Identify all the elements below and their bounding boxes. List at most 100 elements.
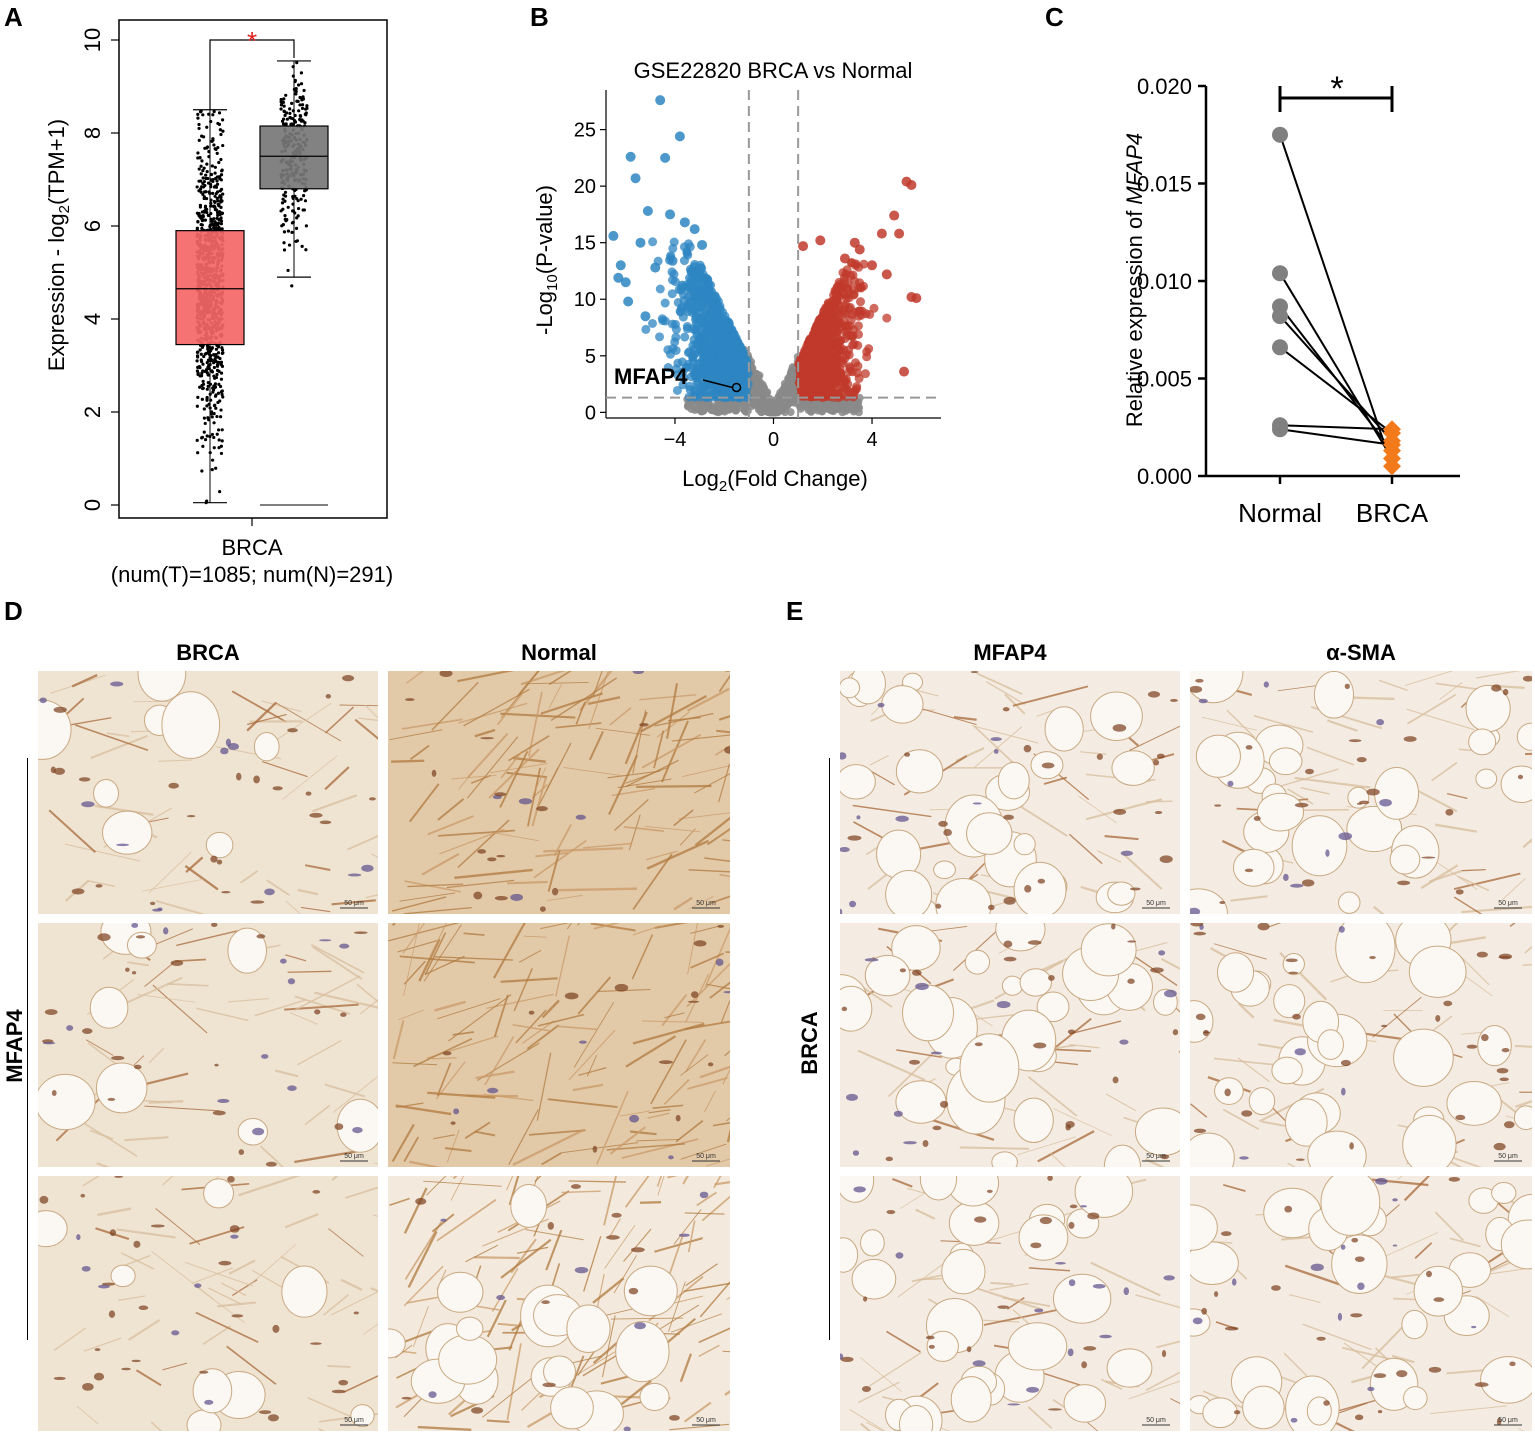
fiber	[694, 773, 730, 794]
jitter-point	[213, 194, 217, 198]
stained-cell	[157, 907, 163, 911]
stained-cell	[312, 1190, 321, 1194]
jitter-point	[205, 404, 209, 408]
fiber	[399, 892, 456, 902]
stained-cell	[265, 1161, 277, 1167]
up-point	[841, 269, 851, 279]
stained-cell	[108, 1310, 116, 1318]
plot-frame	[118, 19, 388, 519]
fat-cell	[336, 1098, 378, 1153]
jitter-point	[279, 107, 283, 111]
fiber	[53, 1327, 87, 1351]
fat-cell	[253, 732, 280, 762]
jitter-point	[220, 227, 224, 231]
stained-cell	[305, 791, 312, 796]
stained-cell	[261, 1054, 269, 1059]
down-point	[686, 278, 696, 288]
jitter-point	[202, 416, 206, 420]
jitter-point	[300, 103, 305, 107]
jitter-point	[202, 430, 206, 434]
up-point	[839, 375, 849, 385]
down-outlier	[635, 237, 646, 248]
jitter-point	[298, 117, 302, 122]
up-point	[809, 381, 819, 391]
fiber	[314, 991, 378, 1009]
fiber	[716, 729, 730, 734]
fiber	[677, 812, 730, 820]
x-tick-label: −4	[664, 429, 687, 451]
jitter-point	[195, 404, 199, 408]
fiber	[162, 1362, 188, 1371]
jitter-point	[195, 350, 200, 354]
y-tick-label: 0.005	[1137, 367, 1192, 392]
ns-point	[684, 399, 693, 408]
fiber	[347, 834, 378, 851]
jitter-point	[206, 380, 210, 385]
fat-cell	[110, 1264, 136, 1288]
down-outlier	[623, 296, 634, 307]
jitter-point	[198, 205, 203, 209]
up-outlier	[881, 269, 892, 280]
fat-cell	[89, 986, 129, 1029]
y-tick-label: 25	[574, 120, 596, 142]
jitter-point	[197, 179, 201, 183]
down-point	[691, 326, 701, 336]
chart-title: GSE22820 BRCA vs Normal	[634, 58, 913, 83]
fiber	[75, 724, 149, 752]
jitter-point	[281, 207, 285, 211]
jitter-point	[201, 386, 205, 390]
jitter-point	[291, 117, 295, 121]
up-outlier	[894, 228, 905, 239]
down-point	[701, 285, 711, 295]
stained-cell	[325, 694, 332, 699]
stained-cell	[216, 859, 223, 865]
y-tick-label: 0	[585, 402, 596, 424]
fiber	[532, 767, 547, 796]
ns-point	[814, 400, 823, 409]
jitter-point	[205, 162, 209, 166]
jitter-point	[295, 216, 299, 220]
stained-cell	[111, 1055, 125, 1061]
jitter-point	[201, 382, 206, 386]
fiber	[533, 839, 587, 879]
jitter-point	[288, 111, 292, 115]
fiber	[285, 900, 302, 914]
stained-cell	[82, 1028, 93, 1034]
fiber	[644, 825, 700, 833]
jitter-point	[214, 375, 219, 380]
fiber	[409, 783, 440, 823]
down-point	[655, 332, 665, 342]
jitter-point	[217, 218, 221, 222]
down-point	[704, 309, 714, 319]
jitter-point	[219, 390, 224, 394]
fiber	[688, 869, 730, 873]
fiber	[406, 671, 424, 684]
ihc-image: 50 μm	[388, 671, 730, 914]
jitter-point	[207, 363, 211, 368]
jitter-point	[217, 122, 222, 126]
jitter-point	[210, 432, 214, 437]
jitter-point	[202, 209, 206, 213]
box	[259, 125, 329, 190]
fiber	[438, 829, 515, 837]
jitter-point	[290, 101, 294, 105]
fat-cell	[281, 1265, 328, 1318]
fiber	[404, 880, 461, 893]
fiber	[463, 688, 530, 727]
jitter-point	[279, 103, 284, 107]
up-point	[834, 388, 844, 398]
ns-point	[849, 407, 858, 416]
fiber	[120, 1252, 155, 1270]
fiber	[588, 731, 604, 761]
jitter-point	[200, 469, 204, 473]
fiber	[421, 852, 460, 876]
fiber	[507, 880, 548, 885]
jitter-point	[212, 421, 216, 425]
jitter-point	[200, 217, 204, 221]
jitter-point	[290, 221, 295, 225]
stained-cell	[114, 1176, 124, 1178]
x-axis-sublabel: (num(T)=1085; num(N)=291)	[111, 562, 393, 587]
scale-bar-label: 50 μm	[344, 1417, 364, 1424]
